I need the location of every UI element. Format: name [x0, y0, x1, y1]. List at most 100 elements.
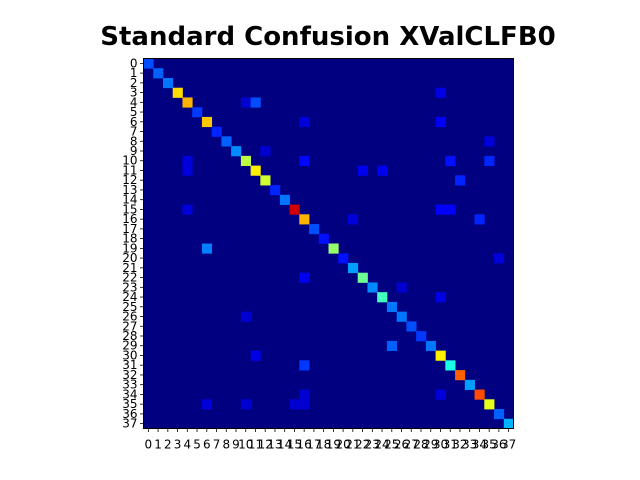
heatmap-cell — [250, 165, 261, 176]
heatmap-cell — [494, 253, 505, 264]
heatmap-cell — [455, 175, 466, 186]
y-tick-label: 27 — [122, 319, 137, 333]
heatmap-cell — [299, 116, 310, 128]
x-tick-label: 19 — [326, 438, 341, 452]
heatmap-cell — [357, 272, 368, 283]
heatmap-cell — [182, 165, 193, 176]
x-tick-label: 29 — [423, 438, 438, 452]
heatmap-cell — [299, 399, 310, 410]
heatmap-cell — [153, 68, 164, 79]
x-tick-label: 1 — [154, 438, 162, 452]
y-tick-label: 33 — [122, 378, 137, 392]
heatmap-cell — [406, 321, 417, 332]
y-tick-label: 13 — [122, 183, 137, 197]
heatmap-cell — [377, 292, 388, 303]
x-tick-label: 11 — [248, 438, 263, 452]
plot-border — [143, 58, 514, 429]
x-tick-label: 0 — [145, 438, 153, 452]
heatmap-cell — [435, 389, 446, 400]
heatmap-cell — [347, 214, 359, 225]
y-axis-ticks: 0123456789101112131415161718192021222324… — [122, 56, 144, 431]
x-tick-label: 34 — [472, 438, 487, 452]
heatmap-cell — [299, 214, 310, 225]
heatmap-cell — [240, 155, 252, 167]
x-tick-label: 26 — [394, 438, 409, 452]
x-tick-label: 3 — [174, 438, 182, 452]
y-tick-label: 16 — [122, 212, 137, 226]
y-tick-label: 4 — [130, 95, 138, 109]
y-tick-label: 24 — [122, 290, 137, 304]
x-tick-label: 36 — [491, 438, 506, 452]
heatmap-cell — [347, 262, 359, 274]
x-tick-label: 21 — [345, 438, 360, 452]
x-tick-label: 32 — [452, 438, 467, 452]
heatmap-cell — [328, 243, 339, 254]
y-tick-label: 18 — [122, 232, 137, 246]
heatmap-cell — [240, 399, 252, 410]
heatmap-cell — [231, 146, 242, 157]
y-tick-label: 23 — [122, 280, 137, 294]
heatmap-cell — [445, 360, 456, 371]
heatmap-cell — [445, 155, 456, 167]
y-tick-label: 7 — [130, 125, 138, 139]
y-tick-label: 21 — [122, 261, 137, 275]
heatmap-cell — [484, 399, 495, 410]
y-tick-label: 3 — [130, 86, 138, 100]
heatmap-cell — [221, 136, 232, 147]
heatmap-cell — [309, 224, 320, 235]
heatmap-cell — [182, 97, 193, 108]
heatmap-cell — [474, 389, 485, 400]
heatmap-cell — [435, 292, 446, 303]
x-tick-label: 28 — [413, 438, 428, 452]
y-tick-label: 29 — [122, 339, 137, 353]
heatmap-cell — [201, 399, 213, 410]
heatmap-cell — [377, 165, 388, 176]
heatmap-cell — [289, 204, 300, 215]
heatmap-cell — [386, 340, 398, 352]
heatmap-cell — [289, 399, 300, 410]
heatmap-cell — [299, 360, 310, 371]
heatmap-cell — [386, 301, 398, 313]
x-tick-label: 23 — [365, 438, 380, 452]
y-tick-label: 9 — [130, 144, 138, 158]
y-tick-label: 25 — [122, 300, 137, 314]
heatmap-cell — [240, 311, 252, 322]
heatmap-cell — [435, 350, 446, 361]
heatmap-cell — [396, 311, 407, 322]
heatmap-cell — [260, 146, 271, 157]
y-tick-label: 28 — [122, 329, 137, 343]
heatmap-cell — [260, 175, 271, 186]
x-tick-label: 9 — [232, 438, 240, 452]
y-tick-label: 22 — [122, 271, 137, 285]
y-tick-label: 15 — [122, 202, 137, 216]
x-tick-label: 22 — [355, 438, 370, 452]
y-tick-label: 10 — [122, 154, 137, 168]
heatmap-cell — [474, 214, 485, 225]
heatmap-cell — [503, 418, 514, 429]
heatmap-cell — [435, 204, 446, 215]
x-tick-label: 4 — [183, 438, 191, 452]
y-tick-label: 20 — [122, 251, 137, 265]
heatmap-cell — [445, 204, 456, 215]
x-axis-ticks: 0 1 2 3 4 5 6 7 8 9101112131415161718192021222324… — [145, 428, 516, 452]
y-tick-label: 35 — [122, 397, 137, 411]
y-tick-label: 11 — [122, 163, 137, 177]
x-tick-label: 15 — [287, 438, 302, 452]
y-tick-label: 1 — [130, 66, 138, 80]
x-tick-label: 35 — [482, 438, 497, 452]
heatmap-cell — [250, 97, 261, 108]
heatmap-cell — [299, 272, 310, 283]
y-tick-label: 32 — [122, 368, 137, 382]
heatmap-cell — [270, 185, 281, 196]
heatmap-cell — [318, 233, 329, 244]
heatmap-cell — [240, 97, 252, 108]
x-tick-label: 6 — [203, 438, 211, 452]
x-tick-label: 30 — [433, 438, 448, 452]
x-tick-label: 16 — [297, 438, 312, 452]
x-tick-label: 24 — [374, 438, 389, 452]
y-tick-label: 30 — [122, 348, 137, 362]
y-tick-label: 34 — [122, 387, 137, 401]
y-tick-label: 12 — [122, 173, 137, 187]
chart-title: Standard Confusion XValCLFB0 — [100, 22, 556, 52]
